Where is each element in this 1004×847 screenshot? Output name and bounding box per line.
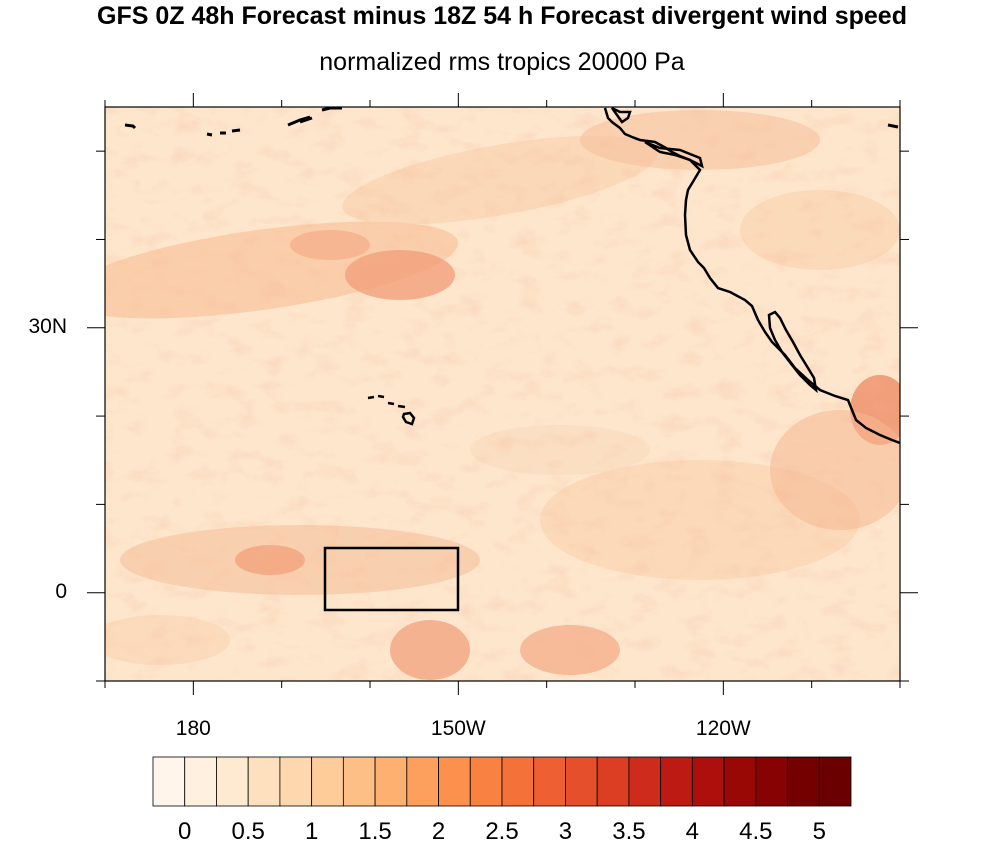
colorbar-label: 3.5 bbox=[612, 818, 646, 845]
region-box bbox=[323, 546, 460, 612]
hawaii-islands bbox=[367, 394, 416, 426]
lon-label: 180 bbox=[175, 717, 211, 740]
coastline-vancouver bbox=[610, 107, 704, 169]
lon-label: 150W bbox=[430, 717, 486, 740]
aleutian-islands bbox=[124, 107, 899, 137]
colorbar-label: 4 bbox=[685, 818, 700, 845]
colorbar-label: 0.5 bbox=[231, 818, 265, 845]
map-title: GFS 0Z 48h Forecast minus 18Z 54 h Forec… bbox=[97, 2, 907, 30]
lat-label: 0 bbox=[55, 579, 67, 603]
lat-label: 30N bbox=[28, 314, 67, 338]
colorbar-label: 3 bbox=[558, 818, 573, 845]
coastline-north-america bbox=[603, 107, 900, 445]
colorbar-label: 0 bbox=[178, 818, 192, 845]
colorbar-label: 2.5 bbox=[485, 818, 519, 845]
colorbar-label: 1.5 bbox=[358, 818, 392, 845]
colorbar-label: 1 bbox=[304, 818, 319, 845]
colorbar-label: 2 bbox=[431, 818, 446, 845]
map-subtitle: normalized rms tropics 20000 Pa bbox=[319, 48, 685, 76]
colorbar-label: 4.5 bbox=[739, 818, 773, 845]
wind-field bbox=[105, 107, 900, 681]
coastline-baja bbox=[767, 310, 818, 394]
lon-label: 120W bbox=[695, 717, 751, 740]
map-frame bbox=[104, 106, 901, 682]
colorbar-label: 5 bbox=[812, 818, 826, 845]
axis-ticks bbox=[87, 93, 918, 695]
